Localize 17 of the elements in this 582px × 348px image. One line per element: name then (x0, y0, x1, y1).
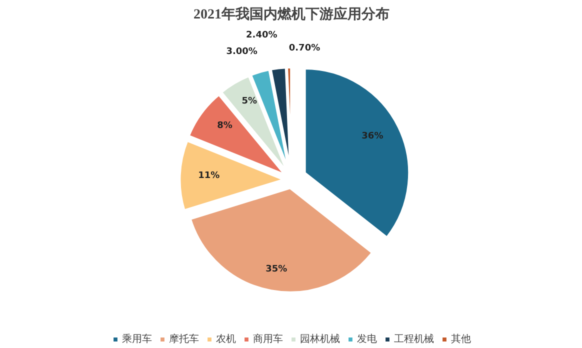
data-label: 3.00% (226, 47, 258, 58)
legend-label: 农机 (216, 332, 236, 346)
legend-label: 摩托车 (169, 332, 199, 346)
legend-label: 其他 (451, 332, 471, 346)
data-label: 0.70% (288, 43, 320, 54)
legend-label: 园林机械 (300, 332, 340, 346)
data-label: 36% (362, 132, 384, 142)
data-label: 5% (242, 96, 258, 106)
chart-title: 2021年我国内燃机下游应用分布 (194, 6, 390, 22)
data-label: 2.40% (246, 30, 278, 41)
legend-label: 工程机械 (394, 332, 434, 346)
data-label: 8% (217, 121, 232, 132)
data-label: 35% (266, 264, 288, 275)
legend-label: 发电 (357, 332, 377, 346)
data-label: 11% (198, 171, 220, 182)
legend-label: 乘用车 (122, 332, 152, 346)
legend-label: 商用车 (253, 332, 283, 346)
